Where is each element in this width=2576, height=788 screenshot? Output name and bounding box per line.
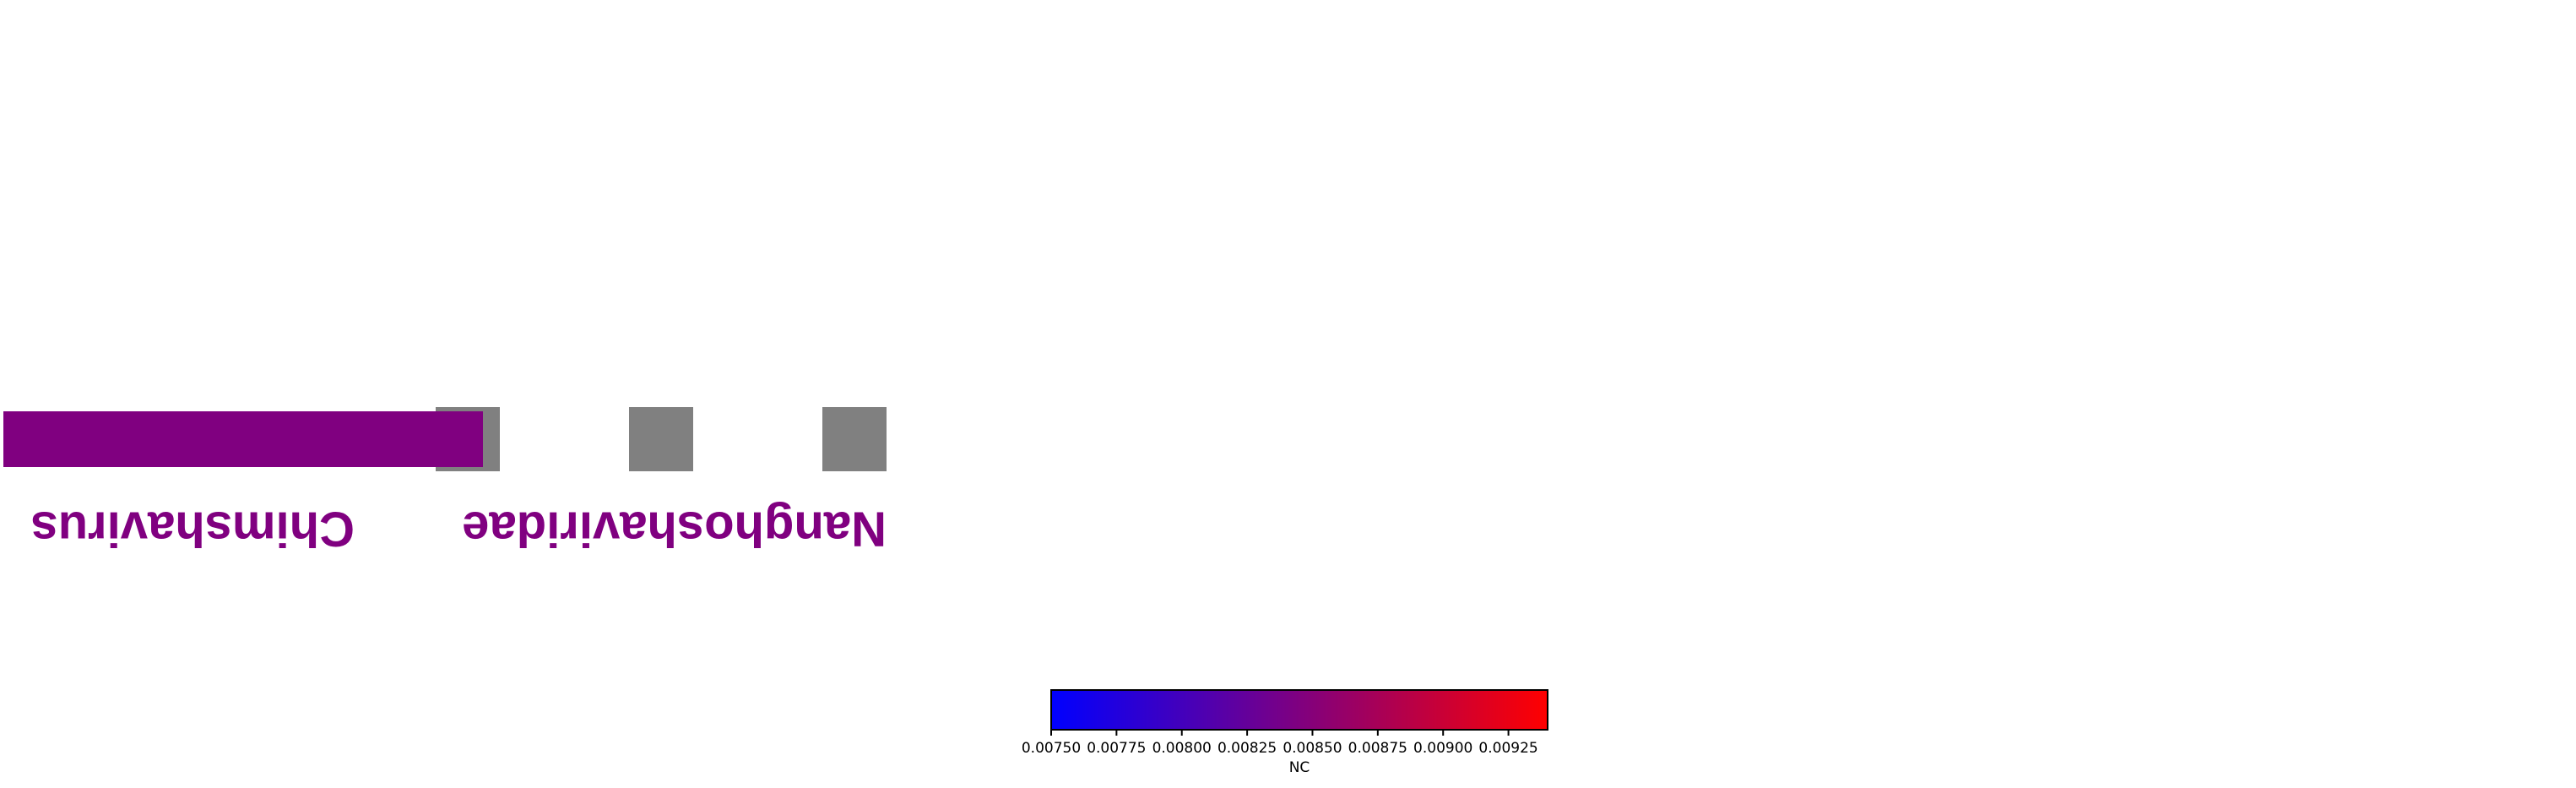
- colorbar-tick-label: 0.00825: [1217, 740, 1277, 757]
- label-nanghoshaviridae: Nanghoshaviridae: [462, 502, 887, 557]
- colorbar-tick-label: 0.00800: [1152, 740, 1212, 757]
- colorbar-tick-label: 0.00750: [1022, 740, 1081, 757]
- colorbar-tick-label: 0.00925: [1478, 740, 1537, 757]
- colorbar-tick-label: 0.00775: [1087, 740, 1146, 757]
- colorbar-tick-label: 0.00900: [1413, 740, 1472, 757]
- null-cells: [436, 407, 887, 471]
- heatmap-panel: Nanghoshaviridae Chimshavirus: [3, 407, 887, 557]
- label-chimshavirus: Chimshavirus: [30, 502, 355, 557]
- colorbar: 0.00750 0.00775 0.00800 0.00825 0.00850 0.008…: [1022, 689, 1548, 776]
- chimshavirus-bar: [3, 411, 483, 467]
- colorbar-tick-label: 0.00850: [1283, 740, 1342, 757]
- colorbar-ticks: 0.00750 0.00775 0.00800 0.00825 0.00850 0.008…: [1022, 730, 1538, 757]
- null-cell: [822, 407, 887, 471]
- colorbar-tick-label: 0.00875: [1348, 740, 1407, 757]
- colorbar-gradient: [1050, 689, 1548, 731]
- colorbar-label: NC: [1289, 759, 1310, 776]
- null-cell: [629, 407, 693, 471]
